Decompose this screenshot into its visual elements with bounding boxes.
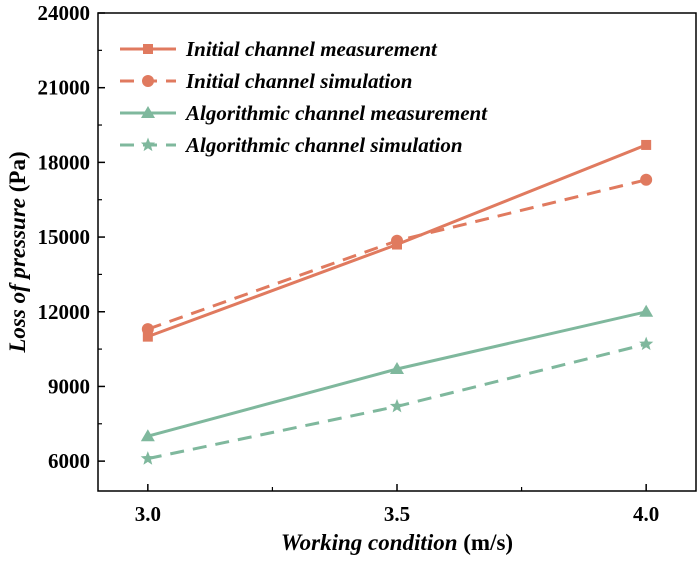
- data-point: [142, 331, 153, 342]
- legend-item: Initial channel simulation: [120, 69, 412, 93]
- series-3: [140, 304, 654, 442]
- data-point: [639, 304, 654, 317]
- legend-item: Initial channel measurement: [120, 37, 438, 61]
- y-tick-label: 9000: [48, 374, 90, 398]
- x-axis: 3.0 3.5 4.0: [135, 484, 659, 526]
- legend-marker: [141, 106, 155, 118]
- x-tick-label: 3.0: [135, 502, 161, 526]
- legend-label: Initial channel simulation: [185, 69, 412, 93]
- data-point: [141, 323, 154, 336]
- series-line: [147, 178, 647, 331]
- series-4: [140, 336, 654, 465]
- data-point: [390, 362, 404, 375]
- data-point: [391, 234, 403, 247]
- series-2: [141, 173, 653, 336]
- y-tick-label: 12000: [38, 300, 91, 324]
- y-tick-label: 6000: [48, 449, 90, 473]
- legend-marker: [142, 75, 154, 87]
- y-tick-label: 21000: [38, 76, 91, 100]
- y-tick-label: 18000: [38, 150, 91, 174]
- legend-label: Algorithmic channel measurement: [184, 101, 488, 125]
- legend-item: Algorithmic channel measurement: [120, 101, 488, 125]
- x-axis-label: Working condition (m/s): [281, 530, 513, 555]
- legend-marker: [143, 44, 153, 54]
- legend-label: Algorithmic channel simulation: [184, 133, 463, 157]
- y-axis-label: Loss of pressure (Pa): [5, 151, 30, 353]
- data-point: [140, 451, 155, 465]
- legend-item: Algorithmic channel simulation: [120, 133, 463, 157]
- y-tick-label: 15000: [38, 225, 91, 249]
- data-point: [639, 336, 654, 351]
- x-tick-label: 4.0: [633, 502, 659, 526]
- legend-label: Initial channel measurement: [185, 37, 438, 61]
- data-point: [140, 429, 155, 442]
- x-tick-label: 3.5: [384, 502, 410, 526]
- data-point: [640, 173, 653, 186]
- legend-marker: [140, 137, 156, 152]
- y-tick-label: 24000: [38, 1, 91, 25]
- series-layer: [140, 139, 654, 465]
- data-point: [389, 398, 405, 413]
- data-point: [641, 139, 652, 150]
- legend: Initial channel measurement Initial chann…: [120, 37, 488, 157]
- y-axis: 6000 9000 12000 15000 18000 21000 24000: [38, 1, 105, 473]
